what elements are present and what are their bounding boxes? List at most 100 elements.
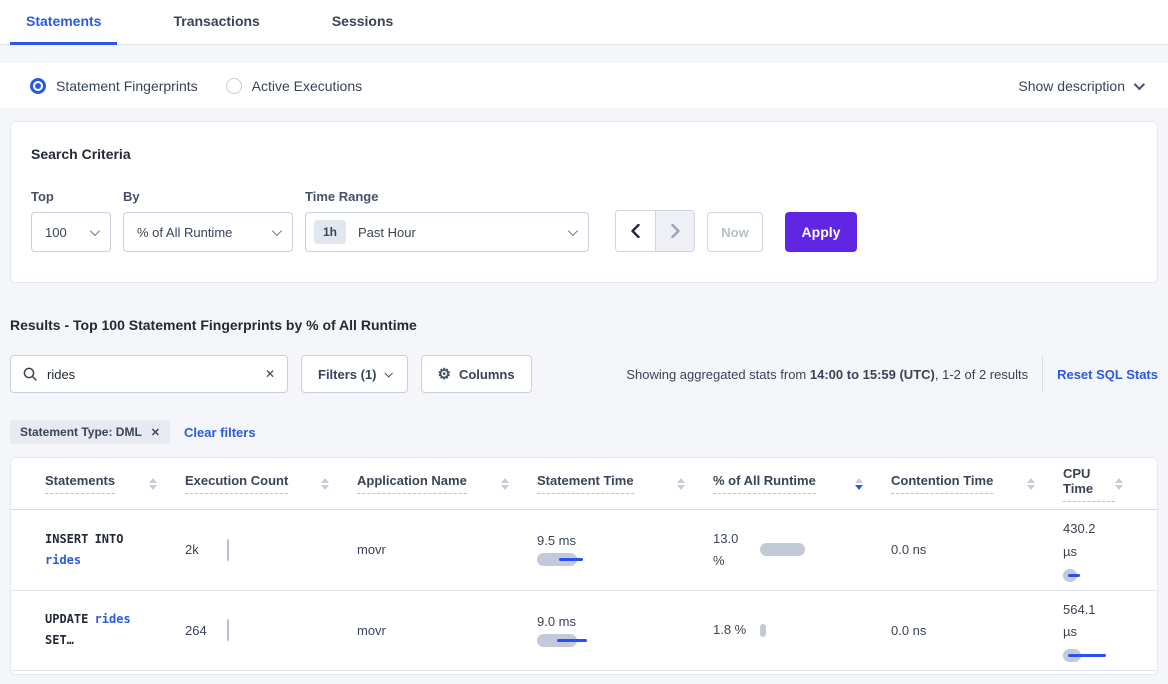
time-range-value: Past Hour: [358, 224, 416, 240]
filters-button[interactable]: Filters (1): [301, 355, 408, 393]
time-range-select[interactable]: 1h Past Hour: [305, 212, 589, 252]
statement-time-bar: [537, 553, 577, 567]
top-select[interactable]: 100: [31, 212, 111, 252]
time-range-badge: 1h: [314, 220, 347, 244]
chevron-down-icon: [1133, 78, 1146, 90]
contention-time-cell: 0.0 ns: [891, 542, 927, 558]
filter-pill-label: Statement Type: DML: [20, 425, 142, 439]
statements-table-card: Statements Execution Count Application N…: [10, 457, 1158, 675]
top-select-value: 100: [45, 224, 67, 240]
table-row: UPDATE rides SET… 264 movr 9.0 ms 1.8 % …: [11, 591, 1157, 671]
time-range-label: Time Range: [305, 189, 379, 204]
execution-count-bar: [227, 619, 229, 642]
by-field: By % of All Runtime: [123, 189, 293, 252]
stdev-line: [557, 638, 587, 642]
stats-summary: Showing aggregated stats from 14:00 to 1…: [626, 366, 1029, 382]
columns-button-label: Columns: [458, 366, 515, 382]
pct-runtime-cell: 1.8 %: [713, 619, 891, 641]
columns-button[interactable]: ⚙ Columns: [420, 355, 532, 393]
apply-button[interactable]: Apply: [785, 212, 857, 252]
by-select[interactable]: % of All Runtime: [123, 212, 293, 252]
top-label: Top: [31, 189, 54, 204]
statement-cell: UPDATE rides SET…: [45, 612, 131, 648]
pct-runtime-cell: 13.0 %: [713, 528, 891, 572]
sort-icon: [321, 477, 329, 490]
time-step-controls: [615, 210, 695, 252]
stdev-line: [559, 558, 583, 562]
header-statement-time[interactable]: Statement Time: [537, 473, 713, 494]
chevron-down-icon: [271, 225, 282, 236]
chevron-down-icon: [383, 369, 393, 378]
reset-sql-stats-link[interactable]: Reset SQL Stats: [1057, 366, 1158, 382]
radio-selected-icon: [30, 77, 46, 94]
stdev-line: [1068, 654, 1106, 657]
execution-count-cell: 2k: [185, 538, 357, 561]
application-name-cell: movr: [357, 542, 386, 558]
remove-filter-icon[interactable]: ✕: [150, 426, 161, 439]
execution-count-cell: 264: [185, 619, 357, 642]
show-description-label: Show description: [1018, 77, 1125, 94]
search-input[interactable]: [47, 366, 265, 382]
clear-filters-link[interactable]: Clear filters: [184, 424, 256, 440]
by-select-value: % of All Runtime: [137, 224, 233, 240]
sort-icon: [1027, 477, 1035, 490]
radio-label: Statement Fingerprints: [56, 77, 198, 94]
chevron-down-icon: [567, 225, 578, 236]
statement-cell: INSERT INTO rides: [45, 531, 124, 567]
search-box[interactable]: ✕: [10, 355, 288, 393]
next-time-button[interactable]: [655, 211, 694, 251]
filters-button-label: Filters (1): [318, 366, 377, 382]
gear-icon: ⚙: [437, 366, 451, 383]
header-cpu-time[interactable]: CPU Time: [1063, 466, 1151, 502]
stdev-line: [1068, 573, 1080, 577]
chevron-left-icon: [631, 224, 640, 238]
execution-count-bar: [227, 538, 229, 561]
sort-icon: [149, 477, 157, 490]
page-tabs: Statements Transactions Sessions: [0, 0, 1168, 45]
pct-runtime-bar: [760, 543, 805, 557]
chevron-down-icon: [89, 225, 100, 236]
top-field: Top 100: [31, 189, 111, 252]
radio-unselected-icon: [225, 77, 242, 94]
cpu-time-cell: 564.1 µs: [1063, 591, 1151, 671]
active-filters-row: Statement Type: DML ✕ Clear filters: [10, 420, 1158, 444]
table-header-row: Statements Execution Count Application N…: [11, 458, 1157, 510]
clear-search-icon[interactable]: ✕: [264, 367, 275, 381]
stats-time-range: 14:00 to 15:59 (UTC): [809, 366, 935, 382]
tab-transactions[interactable]: Transactions: [173, 13, 260, 29]
cpu-time-cell: 430.2 µs: [1063, 510, 1151, 590]
show-description-toggle[interactable]: Show description: [1018, 77, 1146, 94]
filter-pill-statement-type: Statement Type: DML ✕: [10, 420, 171, 444]
statement-link[interactable]: rides: [45, 552, 82, 567]
by-label: By: [123, 189, 140, 204]
results-toolbar: ✕ Filters (1) ⚙ Columns Showing aggregat…: [10, 355, 1158, 393]
header-contention-time[interactable]: Contention Time: [891, 473, 1063, 494]
search-icon: [23, 367, 37, 381]
radio-statement-fingerprints[interactable]: Statement Fingerprints: [30, 77, 198, 94]
header-execution-count[interactable]: Execution Count: [185, 473, 357, 494]
header-pct-all-runtime[interactable]: % of All Runtime: [713, 473, 891, 494]
sort-icon: [501, 477, 509, 490]
statement-time-cell: 9.0 ms: [537, 614, 713, 647]
results-heading: Results - Top 100 Statement Fingerprints…: [10, 317, 417, 333]
header-application-name[interactable]: Application Name: [357, 473, 537, 494]
radio-active-executions[interactable]: Active Executions: [225, 77, 363, 94]
pct-runtime-bar: [760, 623, 766, 637]
sort-icon: [677, 477, 685, 490]
tab-sessions[interactable]: Sessions: [331, 13, 394, 29]
view-mode-bar: Statement Fingerprints Active Executions…: [0, 63, 1168, 108]
statement-link[interactable]: rides: [94, 612, 131, 627]
contention-time-cell: 0.0 ns: [891, 622, 927, 638]
prev-time-button[interactable]: [616, 211, 655, 251]
now-button[interactable]: Now: [707, 212, 763, 252]
chevron-right-icon: [670, 224, 680, 238]
tab-statements[interactable]: Statements: [10, 0, 118, 45]
search-criteria-card: Search Criteria Top 100 By % of All Runt…: [10, 121, 1158, 283]
header-statements[interactable]: Statements: [45, 473, 185, 494]
time-range-field: Time Range 1h Past Hour: [305, 189, 589, 252]
sort-icon-active-desc: [855, 477, 863, 490]
statement-time-cell: 9.5 ms: [537, 533, 713, 567]
table-row: INSERT INTO rides 2k movr 9.5 ms 13.0 % …: [11, 510, 1157, 591]
sort-icon: [1115, 477, 1123, 490]
radio-label: Active Executions: [251, 77, 363, 94]
